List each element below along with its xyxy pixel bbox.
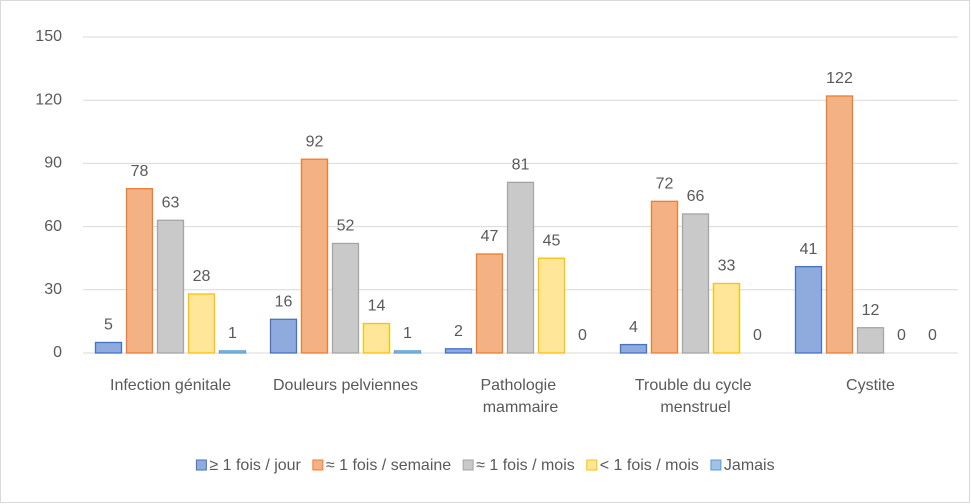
data-label: 47 [481,228,499,245]
data-label: 0 [928,327,937,344]
y-tick-label: 90 [44,155,62,172]
bar [650,200,679,354]
bar [125,188,154,354]
data-label: 52 [337,218,355,235]
data-label: 0 [753,327,762,344]
bar [712,282,741,354]
data-label: 14 [368,298,386,315]
y-tick-label: 30 [44,281,62,298]
data-label: 72 [656,176,674,193]
data-label: 122 [826,70,853,87]
data-label: 66 [687,188,705,205]
legend-swatch [586,459,598,471]
bar [475,253,504,354]
legend-label: ≈ 1 fois / mois [476,457,575,474]
data-label: 33 [718,258,736,275]
bar [362,322,391,354]
bar [331,242,360,354]
data-label: 1 [228,325,237,342]
bar [300,158,329,354]
bar [537,257,566,354]
legend-swatch [195,459,207,471]
data-label: 41 [800,241,818,258]
y-tick-label: 60 [44,218,62,235]
legend: ≥ 1 fois / jour ≈ 1 fois / semaine ≈ 1 foi… [195,457,775,474]
bar [94,341,123,354]
data-label: 45 [543,232,561,249]
data-label: 28 [193,268,211,285]
data-label: 92 [306,133,324,150]
data-label: 81 [512,157,530,174]
y-tick-label: 120 [35,91,62,108]
bar [444,348,473,354]
x-tick-label-line: mammaire [483,399,559,416]
data-label: 4 [629,319,638,336]
bar [393,350,422,354]
legend-label: ≈ 1 fois / semaine [326,457,451,474]
bar [506,181,535,354]
x-tick-label: Pathologie mammaire [480,377,560,416]
legend-label: < 1 fois / mois [600,457,699,474]
bar [218,350,247,354]
data-label: 1 [403,325,412,342]
bar [187,293,216,354]
bar [269,318,298,354]
legend-swatch [710,459,722,471]
bar [156,219,185,354]
legend-label: Jamais [724,457,775,474]
data-label: 0 [578,327,587,344]
data-label: 16 [275,294,293,311]
data-label: 2 [454,323,463,340]
x-tick-label: Infection génitale [110,377,231,394]
y-tick-label: 150 [35,28,62,45]
data-label: 0 [897,327,906,344]
bar [856,327,885,354]
legend-label: ≥ 1 fois / jour [209,457,301,474]
bar [825,95,854,354]
legend-swatch [462,459,474,471]
legend-swatch [312,459,324,471]
data-label: 5 [104,317,113,334]
x-tick-label: Douleurs pelviennes [273,377,418,394]
x-tick-label: Cystite [846,377,895,394]
y-tick-label: 0 [53,344,62,361]
bar [794,265,823,354]
data-label: 78 [131,163,149,180]
x-tick-label-line: Pathologie [480,377,560,394]
bar [619,343,648,354]
x-tick-label-line: menstruel [660,399,730,416]
x-tick-label: Trouble du cycle menstruel [635,377,756,416]
data-label: 63 [162,194,180,211]
x-tick-label-line: Trouble du cycle [635,377,756,394]
data-label: 12 [862,302,880,319]
bar [681,213,710,354]
